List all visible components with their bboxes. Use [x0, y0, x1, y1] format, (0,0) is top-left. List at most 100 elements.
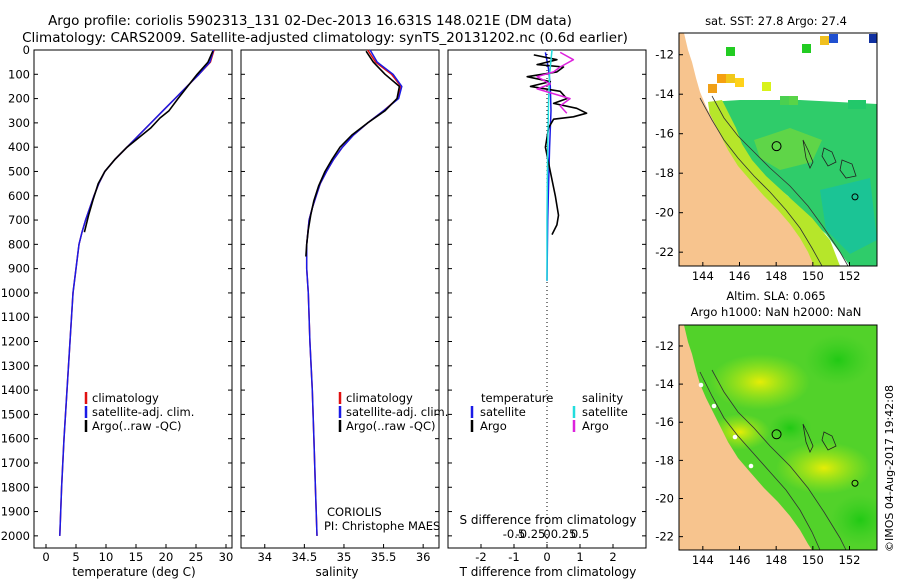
sla-low-patch	[804, 334, 872, 386]
series-argo-raw-qc	[305, 50, 401, 257]
map-y-tick-label: -14	[655, 87, 674, 101]
series-satellite-adj-clim	[305, 49, 403, 536]
s-diff-tick-label: -0.25	[516, 527, 546, 541]
header-subtitle: Climatology: CARS2009. Satellite-adjuste…	[22, 30, 628, 46]
argo-previous-marker	[851, 479, 859, 487]
x-tick-label: 5	[72, 550, 79, 564]
depth-tick-label: 100	[8, 67, 30, 81]
x-tick-label: 34.5	[292, 550, 318, 564]
legend-temperature-heading: temperature	[481, 391, 553, 405]
sst-pixel	[829, 34, 838, 43]
sla-tide-gauge-marker	[711, 403, 717, 409]
temperature-axis-label: temperature (deg C)	[72, 565, 195, 579]
sst-pixel	[726, 47, 735, 56]
depth-tick-label: 1300	[1, 359, 30, 373]
x-tick-label: 30	[219, 550, 234, 564]
sst-pixel	[735, 78, 744, 87]
map-x-tick-label: 144	[692, 269, 714, 283]
series-salinity-satellite	[546, 49, 553, 281]
sst-map-frame	[678, 32, 878, 267]
depth-tick-label: 0	[23, 43, 30, 57]
sla-isobath-outer	[711, 369, 847, 550]
sst-pixel	[789, 96, 798, 105]
x-tick-label: 20	[159, 550, 174, 564]
depth-tick-label: 1200	[1, 335, 30, 349]
series-argo-raw-qc	[83, 50, 214, 233]
temperature-panel	[33, 49, 233, 549]
legend-sat-label: satellite-adj. clim.	[92, 405, 194, 419]
map-y-tick-label: -22	[655, 530, 674, 544]
legend-sal-sat-label: satellite	[582, 405, 628, 419]
s-difference-axis-label: S difference from climatology	[460, 513, 637, 527]
argo-position-marker	[771, 141, 782, 152]
map-x-tick-label: 148	[765, 269, 787, 283]
legend-argo-label: Argo(..raw -QC)	[346, 419, 436, 433]
x-tick-label: 0	[543, 550, 550, 564]
sla-reef	[821, 431, 837, 451]
series-salinity-argo	[536, 51, 575, 114]
depth-tick-label: 900	[8, 262, 30, 276]
sst-cool-patch	[820, 178, 877, 254]
difference-legend: temperature salinity satellite Argo sate…	[470, 391, 628, 433]
legend-clim-label: climatology	[92, 391, 159, 405]
legend-temp-sat-label: satellite	[480, 405, 526, 419]
sst-isobath-outer	[711, 95, 849, 266]
sst-map	[679, 33, 877, 266]
legend-sat-label: satellite-adj. clim.	[346, 405, 448, 419]
x-tick-label: 0	[42, 550, 49, 564]
x-tick-label: -2	[475, 550, 486, 564]
depth-tick-label: 1600	[1, 432, 30, 446]
depth-tick-label: 400	[8, 140, 30, 154]
map-y-tick-label: -18	[655, 166, 674, 180]
depth-tick-label: 1800	[1, 480, 30, 494]
x-tick-label: -1	[508, 550, 519, 564]
series-climatology	[305, 49, 402, 536]
map-y-tick-label: -16	[655, 415, 674, 429]
series-satellite-adj-clim	[59, 49, 215, 536]
map-x-tick-label: 152	[839, 269, 861, 283]
sst-reef	[821, 147, 837, 167]
sla-isobath-inner	[699, 371, 821, 550]
sla-map-subtitle: Argo h1000: NaN h2000: NaN	[691, 305, 862, 319]
map-y-tick-label: -18	[655, 453, 674, 467]
map-y-tick-label: -22	[655, 245, 674, 259]
credit-pi: PI: Christophe MAES	[324, 519, 440, 533]
depth-tick-label: 1900	[1, 505, 30, 519]
depth-tick-label: 200	[8, 92, 30, 106]
t-difference-axis-label: T difference from climatology	[459, 565, 637, 579]
map-y-tick-label: -12	[655, 339, 674, 353]
sst-warm-patch	[754, 128, 822, 170]
sla-low-patch	[830, 494, 877, 546]
sst-shelf-field	[708, 100, 840, 266]
sst-pixel	[780, 96, 789, 105]
sst-isobath-inner	[699, 97, 823, 266]
sla-tide-gauge-marker	[748, 463, 754, 469]
depth-tick-label: 700	[8, 213, 30, 227]
legend-temp-argo-label: Argo	[480, 419, 507, 433]
sst-map-title: sat. SST: 27.8 Argo: 27.4	[705, 14, 847, 28]
map-y-tick-label: -20	[655, 492, 674, 506]
legend-argo-label: Argo(..raw -QC)	[92, 419, 182, 433]
depth-tick-label: 2000	[1, 529, 30, 543]
s-diff-tick-label: 0.25	[551, 527, 577, 541]
x-tick-label: 36	[416, 550, 431, 564]
sla-low-patch	[768, 412, 812, 444]
sla-land	[679, 325, 812, 550]
map-x-tick-label: 148	[765, 553, 787, 567]
sla-high-patch	[710, 354, 810, 410]
sla-reef	[802, 423, 814, 453]
sst-pixel	[802, 44, 811, 53]
x-tick-label: 34	[257, 550, 272, 564]
x-tick-label: 15	[129, 550, 144, 564]
depth-tick-label: 1100	[1, 310, 30, 324]
depth-tick-label: 500	[8, 164, 30, 178]
sst-pixel	[717, 74, 726, 83]
s-diff-tick-label: 0.5	[571, 527, 589, 541]
legend-sal-argo-label: Argo	[582, 419, 609, 433]
sst-pixel	[857, 100, 866, 109]
credit-org: CORIOLIS	[327, 505, 382, 519]
map-y-tick-label: -14	[655, 377, 674, 391]
x-tick-label: 25	[189, 550, 204, 564]
x-tick-label: 35	[337, 550, 352, 564]
salinity-axis-label: salinity	[315, 565, 358, 579]
